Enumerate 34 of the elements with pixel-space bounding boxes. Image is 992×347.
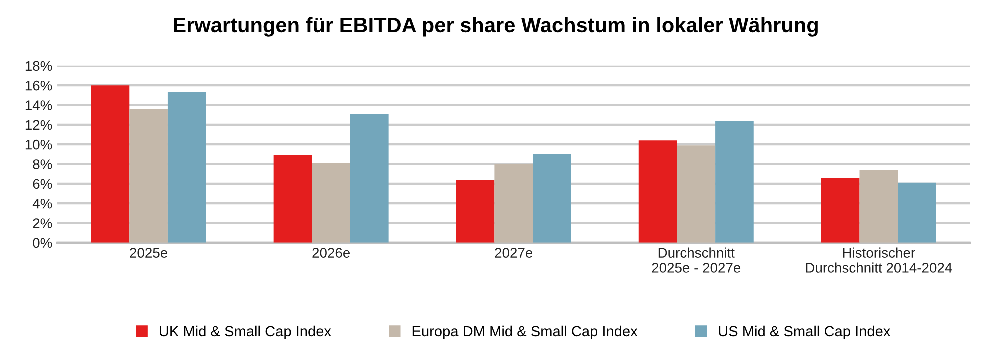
bar	[312, 163, 350, 243]
bar	[821, 178, 860, 243]
bar	[91, 86, 130, 243]
x-tick-label: Historischer Durchschnitt 2014-2024	[806, 248, 952, 273]
bar	[677, 146, 716, 243]
bar	[350, 114, 389, 243]
x-tick-label: Durchschnitt 2025e - 2027e	[652, 248, 741, 273]
y-tick-label: 14%	[26, 100, 52, 110]
x-tick-label: 2025e	[130, 248, 168, 258]
bar	[168, 92, 206, 243]
bar	[494, 164, 534, 243]
legend-label: US Mid & Small Cap Index	[719, 326, 891, 340]
legend-label: UK Mid & Small Cap Index	[160, 326, 332, 340]
y-tick-label: 8%	[33, 160, 52, 170]
bar	[898, 182, 936, 243]
x-tick-label: 2026e	[312, 248, 350, 258]
bar	[638, 140, 678, 243]
y-tick-label: 16%	[26, 80, 52, 91]
chart-title: Erwartungen für EBITDA per share Wachstum in lokaler Währung	[174, 17, 818, 37]
bar	[860, 170, 898, 243]
bar	[533, 154, 572, 243]
y-tick-label: 4%	[32, 198, 52, 209]
bar	[274, 155, 312, 243]
y-tick-label: 10%	[26, 140, 52, 150]
x-tick-label: 2027e	[495, 248, 533, 258]
y-tick-label: 0%	[33, 238, 52, 248]
y-tick-label: 2%	[33, 218, 52, 228]
y-tick-label: 6%	[33, 179, 52, 190]
bar	[130, 109, 168, 243]
y-tick-label: 18%	[26, 61, 52, 72]
y-tick-label: 12%	[26, 120, 52, 130]
bar	[716, 120, 754, 243]
bar	[456, 180, 495, 243]
legend-label: Europa DM Mid & Small Cap Index	[412, 326, 638, 340]
